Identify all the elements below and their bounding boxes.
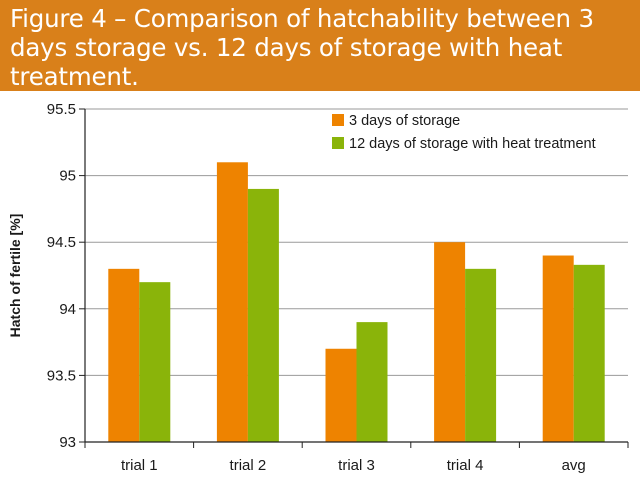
legend: 3 days of storage 12 days of storage with… [332,113,596,152]
tick-labels: 93 93.5 94 94.5 95 95.5 trial 1 trial 2 trial 3 t… [47,101,586,474]
bar-chart: 93 93.5 94 94.5 95 95.5 trial 1 trial 2 trial 3 t… [7,101,629,474]
bar-series-1 [325,348,357,442]
y-tick-label: 93 [59,434,76,451]
bar-series-1 [216,162,248,442]
x-tick-label: trial 2 [230,457,267,474]
y-tick-label: 93.5 [47,367,76,384]
bar-series-1 [108,268,140,442]
chart-title: Figure 4 – Comparison of hatchability be… [10,4,594,91]
legend-label: 12 days of storage with heat treatment [349,136,596,152]
bar-series-2 [573,264,605,442]
legend-label: 3 days of storage [349,113,460,129]
legend-swatch [332,114,344,126]
y-tick-label: 95.5 [47,101,76,118]
y-tick-label: 95 [59,168,76,185]
x-tick-label: trial 3 [338,457,375,474]
title-banner: Figure 4 – Comparison of hatchability be… [0,0,640,91]
bar-series-2 [356,322,388,442]
bar-series-2 [247,188,279,442]
bar-series-1 [542,255,574,442]
x-tick-label: avg [562,457,586,474]
gridlines [85,108,628,376]
bar-series-1 [434,242,466,442]
x-tick-label: trial 4 [447,457,484,474]
legend-swatch [332,137,344,149]
x-tick-label: trial 1 [121,457,158,474]
bar-series-2 [465,268,497,442]
y-tick-label: 94 [59,301,76,318]
bar-series-2 [139,282,171,442]
y-tick-label: 94.5 [47,234,76,251]
axes [79,108,629,448]
bars [108,162,605,442]
y-axis-title: Hatch of fertile [%] [7,214,23,338]
